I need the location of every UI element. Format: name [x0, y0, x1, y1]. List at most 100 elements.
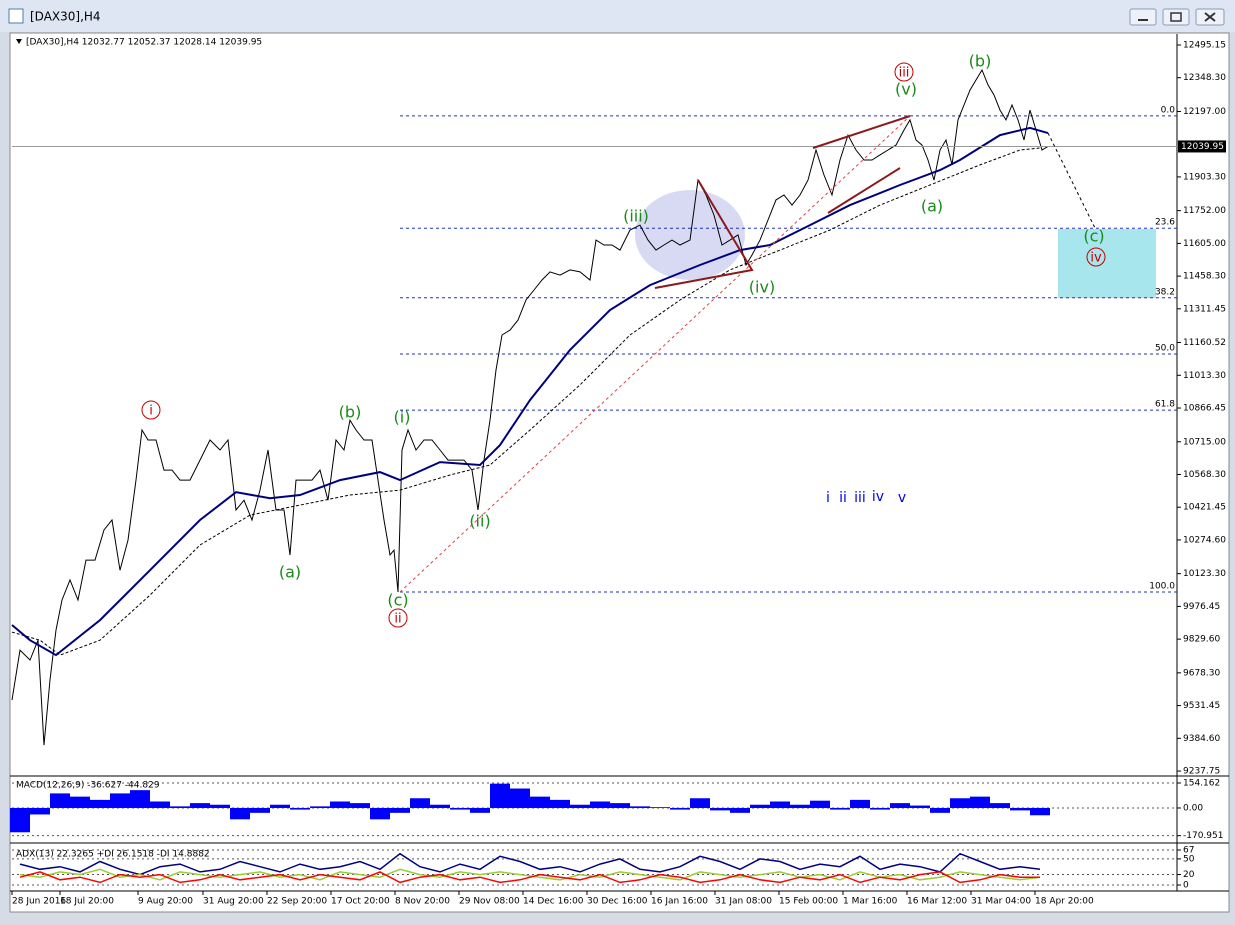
x-tick-label: 31 Mar 04:00	[971, 897, 1031, 907]
x-tick-label: 30 Dec 16:00	[587, 897, 648, 907]
x-tick-label: 15 Feb 00:00	[779, 897, 838, 907]
y-tick-label: 11903.30	[1183, 172, 1226, 182]
y-tick-label: 50	[1183, 854, 1195, 864]
y-tick-label: 10866.45	[1183, 404, 1226, 414]
fib-label: 100.0	[1149, 582, 1175, 592]
y-tick-label: 12348.30	[1183, 73, 1226, 83]
wave-label: (c)	[387, 591, 408, 610]
macd-bar	[450, 807, 470, 810]
triangle-lines	[654, 179, 754, 289]
y-tick-label: 9678.30	[1183, 668, 1220, 678]
y-tick-label: 0	[1183, 880, 1189, 890]
wave-label: ii	[394, 612, 401, 627]
macd-bar	[870, 807, 890, 810]
y-tick-label: 9237.75	[1183, 767, 1220, 777]
wave-label: iv	[872, 489, 884, 505]
macd-bar	[290, 807, 310, 810]
macd-bar	[710, 807, 730, 811]
macd-bar	[930, 807, 950, 813]
macd-bar	[430, 804, 450, 808]
macd-bar	[830, 807, 850, 810]
series-line	[11, 147, 1041, 656]
x-tick-label: 28 Jun 2016	[12, 897, 66, 907]
x-tick-label: 29 Nov 08:00	[459, 897, 520, 907]
window-title: [DAX30],H4	[30, 10, 101, 24]
x-tick-label: 17 Oct 20:00	[331, 897, 390, 907]
close-button[interactable]	[1195, 8, 1225, 26]
x-tick-label: 18 Apr 20:00	[1035, 897, 1094, 907]
macd-title: MACD(12,26,9) -36.627 -44.829	[16, 781, 160, 791]
series-line	[11, 68, 1049, 746]
macd-bar	[1010, 807, 1030, 811]
macd-bar	[610, 803, 630, 808]
macd-bar	[70, 796, 90, 808]
macd-bar	[270, 804, 290, 808]
highlight-ellipse	[635, 190, 745, 280]
macd-bar	[50, 793, 70, 808]
series-line	[19, 871, 1040, 884]
macd-bar	[190, 803, 210, 808]
y-tick-label: 10123.30	[1183, 569, 1226, 579]
macd-bar	[770, 801, 790, 808]
y-tick-label: 9384.60	[1183, 734, 1220, 744]
x-tick-label: 16 Jan 16:00	[651, 897, 708, 907]
fib-label: 50.0	[1155, 343, 1175, 353]
wave-circle	[1086, 247, 1106, 267]
macd-bar	[230, 807, 250, 820]
wave-label: (b)	[339, 403, 362, 422]
wave-label: iii	[854, 490, 866, 506]
wave-circle	[141, 400, 161, 420]
y-tick-label: 11752.00	[1183, 206, 1226, 216]
macd-bar	[890, 803, 910, 808]
y-tick-label: 9829.60	[1183, 635, 1220, 645]
chart-area	[9, 32, 1230, 913]
macd-bar	[30, 807, 50, 815]
series-line	[11, 126, 1049, 657]
y-tick-label: 11458.30	[1183, 272, 1226, 282]
wave-label: (a)	[279, 563, 301, 582]
macd-bar	[110, 793, 130, 808]
wave-circle	[388, 608, 408, 628]
drawings-over: i ii iii iv (b) (a) (c) (i) (ii) (iii) (…	[141, 52, 1106, 628]
chart-header: [DAX30],H4 12032.77 12052.37 12028.14 12…	[26, 38, 262, 48]
y-tick-label: 11311.45	[1183, 304, 1226, 314]
y-tick-label: 0.00	[1183, 803, 1203, 813]
window-icon	[8, 8, 24, 24]
maximize-button[interactable]	[1162, 8, 1190, 26]
fib-label: 23.6	[1155, 218, 1175, 228]
last-price-label: 12039.95	[1181, 142, 1224, 152]
fib-label: 61.8	[1155, 400, 1175, 410]
macd-bar	[370, 807, 390, 820]
x-tick-label: 18 Jul 20:00	[60, 897, 114, 907]
y-tick-label: 11605.00	[1183, 239, 1226, 249]
y-tick-label: 10421.45	[1183, 503, 1226, 513]
fib-label: 0.0	[1161, 105, 1176, 115]
y-tick-label: 10568.30	[1183, 470, 1226, 480]
series-line	[19, 852, 1041, 876]
macd-bar	[470, 807, 490, 813]
macd-bar	[790, 804, 810, 808]
macd-bar	[510, 788, 530, 808]
minimize-button[interactable]	[1129, 8, 1157, 26]
wave-label: (i)	[394, 408, 411, 427]
y-tick-label: 10274.60	[1183, 535, 1226, 545]
wave-label: (iv)	[749, 278, 775, 297]
x-tick-label: 31 Aug 20:00	[203, 897, 264, 907]
y-tick-label: 12495.15	[1183, 40, 1226, 50]
x-tick-label: 22 Sep 20:00	[267, 897, 327, 907]
macd-bar	[250, 807, 270, 813]
x-tick-label: 9 Aug 20:00	[138, 897, 193, 907]
wave-label: (b)	[969, 52, 992, 71]
macd-bar	[910, 805, 930, 808]
macd-bar	[410, 798, 430, 808]
wave-circle	[894, 62, 914, 82]
wave-label: (a)	[921, 197, 943, 216]
y-tick-label: 154.162	[1183, 778, 1220, 788]
macd-bar	[210, 804, 230, 808]
y-tick-label: 12197.00	[1183, 107, 1226, 117]
title-bar	[0, 0, 1235, 32]
macd-bar	[810, 800, 830, 808]
y-tick-label: 10715.00	[1183, 437, 1226, 447]
macd-bar	[150, 801, 170, 808]
